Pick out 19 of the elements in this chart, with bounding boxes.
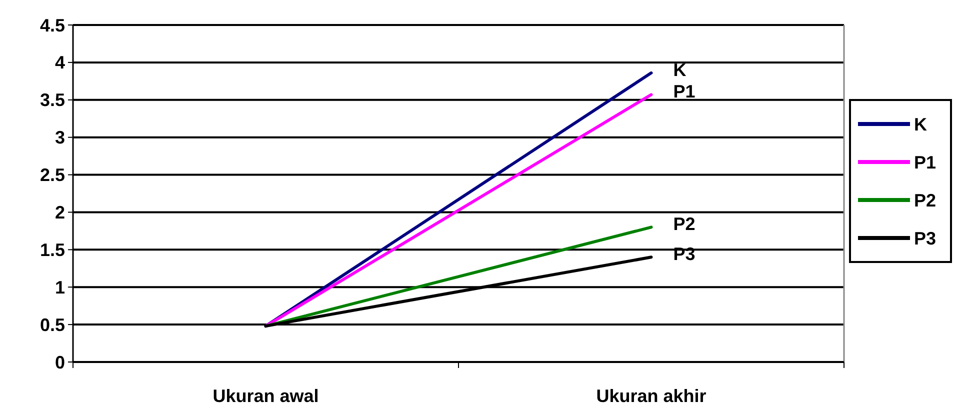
- legend-label: K: [914, 114, 927, 134]
- y-tick-label: 0: [54, 352, 65, 372]
- y-tick-label: 1.5: [40, 240, 65, 260]
- legend-label: P3: [914, 228, 936, 248]
- y-tick-label: 4: [54, 52, 65, 73]
- text: P1: [673, 82, 696, 102]
- y-tick-label: 2.5: [40, 165, 65, 186]
- legend-label: P1: [914, 152, 936, 172]
- y-tick-label: 0.5: [40, 314, 65, 335]
- y-tick-label: 2: [54, 202, 65, 223]
- text: P2: [673, 214, 696, 234]
- y-tick-label: 3: [54, 128, 65, 148]
- y-tick-label: 3.5: [40, 90, 65, 110]
- legend-label: P2: [914, 190, 936, 210]
- text: K: [673, 60, 686, 80]
- x-tick-label: Ukuran akhir: [596, 386, 706, 406]
- y-tick-label: 1: [54, 277, 65, 298]
- x-tick-label: Ukuran awal: [212, 386, 319, 406]
- y-tick-label: 4.5: [40, 15, 65, 36]
